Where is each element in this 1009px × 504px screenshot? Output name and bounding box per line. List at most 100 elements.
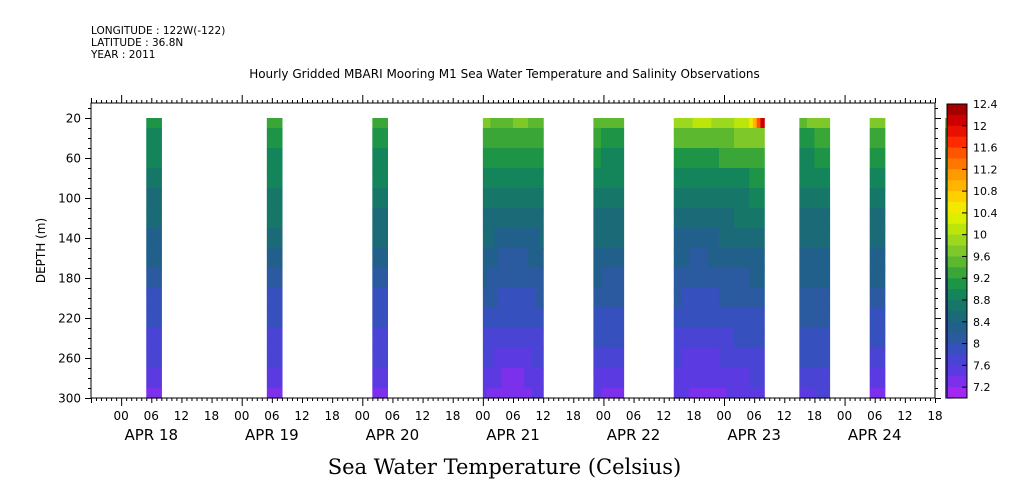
data-cell	[266, 168, 272, 189]
data-cell	[520, 308, 525, 329]
data-cell	[803, 118, 808, 129]
data-cell	[814, 308, 819, 329]
year-label: YEAR : 2011	[91, 49, 156, 61]
data-cell	[482, 308, 488, 329]
colorbar-label: 10.4	[973, 207, 998, 220]
data-cell	[685, 388, 690, 399]
data-cell	[810, 388, 816, 399]
data-cell	[821, 208, 827, 229]
data-cell	[150, 188, 155, 209]
data-cell	[756, 368, 762, 389]
data-cell	[685, 328, 690, 349]
data-cell	[615, 328, 621, 349]
data-cell	[799, 128, 804, 149]
data-cell	[150, 148, 155, 169]
colorbar-swatch	[947, 289, 967, 301]
data-cell	[528, 328, 533, 349]
data-cell	[513, 268, 518, 289]
data-cell	[497, 128, 503, 149]
data-cell	[153, 388, 159, 399]
data-cell	[524, 328, 529, 349]
data-cell	[799, 208, 804, 229]
x-tick-label: 06	[144, 409, 159, 423]
data-cell	[509, 148, 514, 169]
data-cell	[482, 128, 488, 149]
data-cell	[873, 288, 878, 309]
data-cell	[604, 288, 610, 309]
data-cell	[379, 168, 385, 189]
data-cell	[722, 288, 728, 309]
data-cell	[274, 328, 279, 349]
data-cell	[531, 248, 537, 269]
data-cell	[752, 328, 758, 349]
data-cell	[745, 348, 750, 369]
data-cell	[681, 368, 686, 389]
data-cell	[520, 248, 525, 269]
data-cell	[814, 118, 819, 129]
data-cell	[673, 168, 679, 189]
data-cell	[745, 128, 750, 149]
data-cell	[486, 148, 491, 169]
segment	[266, 118, 283, 399]
data-cell	[711, 188, 716, 209]
data-cell	[700, 128, 705, 149]
segment	[372, 118, 389, 399]
data-cell	[803, 388, 808, 399]
data-cell	[810, 168, 816, 189]
data-cell	[799, 148, 804, 169]
data-cell	[722, 268, 728, 289]
data-cell	[153, 288, 159, 309]
data-cell	[528, 128, 533, 149]
x-tick-label: 12	[294, 409, 309, 423]
data-cell	[604, 228, 610, 249]
data-cell	[604, 368, 610, 389]
data-cell	[600, 188, 606, 209]
data-cell	[146, 348, 151, 369]
data-cell	[869, 368, 875, 389]
data-cell	[266, 148, 272, 169]
data-cell	[157, 368, 162, 389]
data-cell	[821, 148, 827, 169]
data-cell	[760, 248, 765, 269]
data-cell	[722, 208, 728, 229]
data-cell	[760, 118, 765, 129]
data-cell	[608, 118, 613, 129]
data-cell	[818, 348, 823, 369]
data-cell	[505, 168, 510, 189]
data-cell	[877, 128, 882, 149]
data-cell	[278, 248, 283, 269]
colorbar-swatch	[947, 256, 967, 268]
x-tick-label: 18	[325, 409, 340, 423]
data-cell	[509, 368, 514, 389]
data-cell	[681, 328, 686, 349]
data-cell	[718, 348, 724, 369]
data-cell	[379, 268, 385, 289]
data-cell	[524, 288, 529, 309]
data-cell	[379, 188, 385, 209]
data-cell	[880, 118, 886, 129]
data-cell	[703, 328, 709, 349]
data-cell	[877, 268, 882, 289]
data-cell	[681, 268, 686, 289]
data-cell	[715, 118, 720, 129]
data-cell	[745, 118, 750, 129]
data-cell	[806, 368, 812, 389]
data-cell	[869, 268, 875, 289]
data-cell	[726, 368, 731, 389]
data-cell	[700, 368, 705, 389]
data-cell	[685, 148, 690, 169]
data-cell	[814, 188, 819, 209]
data-cell	[703, 208, 709, 229]
data-cell	[722, 128, 728, 149]
data-cell	[681, 208, 686, 229]
data-cell	[688, 118, 694, 129]
data-cell	[814, 348, 819, 369]
data-cell	[696, 188, 701, 209]
data-cell	[516, 368, 522, 389]
data-cell	[157, 228, 162, 249]
data-cell	[372, 328, 377, 349]
data-cell	[486, 118, 491, 129]
data-cell	[749, 118, 754, 129]
data-cell	[869, 328, 875, 349]
x-tick-label: 12	[536, 409, 551, 423]
